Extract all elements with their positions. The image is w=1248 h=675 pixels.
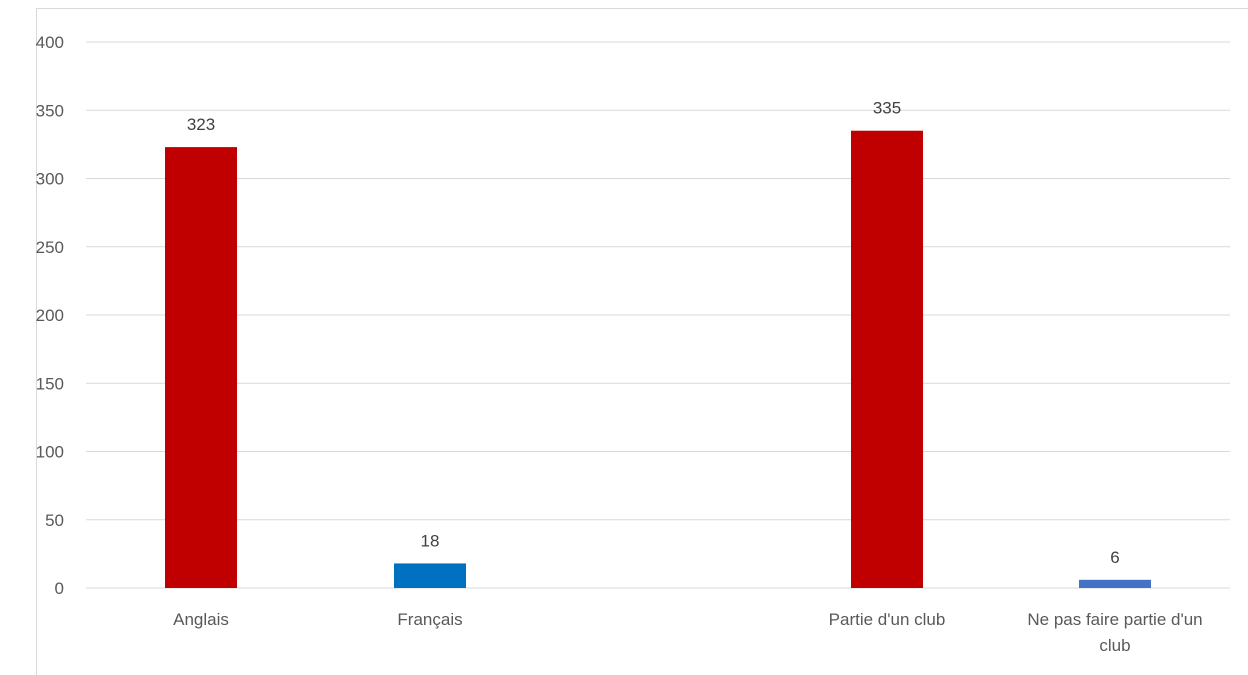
bar (1079, 579, 1151, 588)
data-label: 335 (873, 99, 901, 118)
data-labels: 323 18 335 6 (187, 99, 1120, 567)
y-tick-label: 50 (45, 511, 64, 530)
y-tick-label: 300 (36, 170, 64, 189)
y-tick-label: 350 (36, 101, 64, 120)
y-tick-label: 400 (36, 33, 64, 52)
x-tick-label: Français (397, 610, 462, 629)
y-tick-label: 0 (55, 579, 64, 598)
data-label: 18 (421, 531, 440, 550)
bar (394, 563, 466, 588)
x-tick-label: Ne pas faire partie d'un (1027, 610, 1202, 629)
y-axis-ticks: 0 50 100 150 200 250 300 350 400 (36, 33, 64, 598)
x-axis-ticks: Anglais Français Partie d'un club Ne pas fa… (173, 610, 1203, 655)
x-tick-label: Anglais (173, 610, 229, 629)
y-tick-label: 200 (36, 306, 64, 325)
x-tick-label: Partie d'un club (829, 610, 946, 629)
data-label: 6 (1110, 548, 1119, 567)
y-tick-label: 150 (36, 374, 64, 393)
y-tick-label: 100 (36, 443, 64, 462)
chart-frame (36, 8, 1248, 675)
data-label: 323 (187, 115, 215, 134)
bars (165, 130, 1151, 589)
bar (165, 147, 237, 589)
bar (851, 130, 923, 588)
x-tick-label: club (1099, 636, 1130, 655)
y-tick-label: 250 (36, 238, 64, 257)
gridlines (86, 41, 1230, 589)
